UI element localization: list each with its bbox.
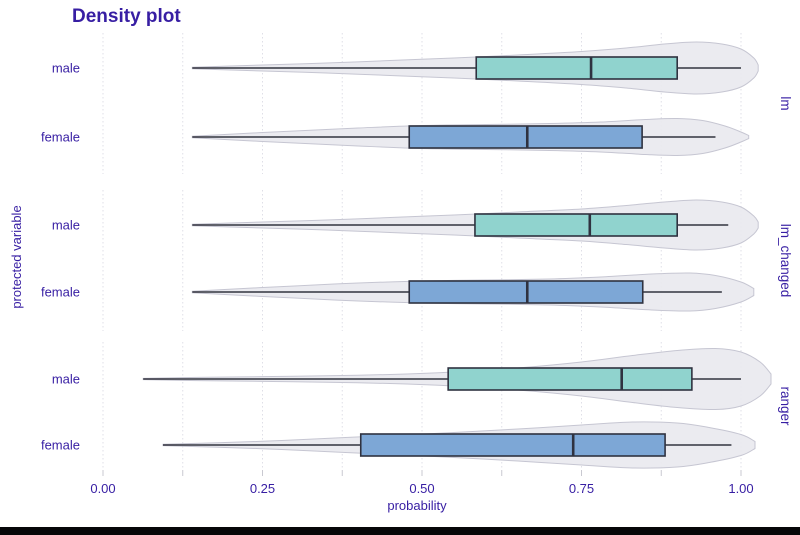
y-category-label: male — [52, 372, 80, 387]
box-male — [475, 56, 679, 80]
facet-ranger: ranger male female — [41, 347, 793, 469]
box-male — [447, 367, 693, 391]
box-female — [359, 433, 666, 457]
y-category-label: female — [41, 438, 80, 453]
chart-title: Density plot — [72, 6, 181, 27]
x-axis-title: probability — [387, 498, 447, 513]
y-category-label: male — [52, 61, 80, 76]
facet-lm: lm male female — [41, 41, 793, 157]
x-tick-label: 0.25 — [250, 481, 275, 496]
x-tick-label: 0.50 — [409, 481, 434, 496]
x-tick-label: 0.00 — [90, 481, 115, 496]
facet-label: lm — [778, 96, 793, 110]
x-tick-label: 1.00 — [728, 481, 753, 496]
box-male — [474, 213, 679, 237]
y-category-label: female — [41, 285, 80, 300]
y-category-label: female — [41, 130, 80, 145]
window-bottom-bar — [0, 527, 800, 535]
facet-lm_changed: lm_changed male female — [41, 199, 793, 312]
facet-label: lm_changed — [778, 224, 793, 298]
box-female — [408, 125, 643, 149]
y-category-label: male — [52, 218, 80, 233]
y-axis-title: protected variable — [9, 205, 24, 309]
x-tick-label: 0.75 — [569, 481, 594, 496]
facet-label: ranger — [778, 386, 793, 426]
